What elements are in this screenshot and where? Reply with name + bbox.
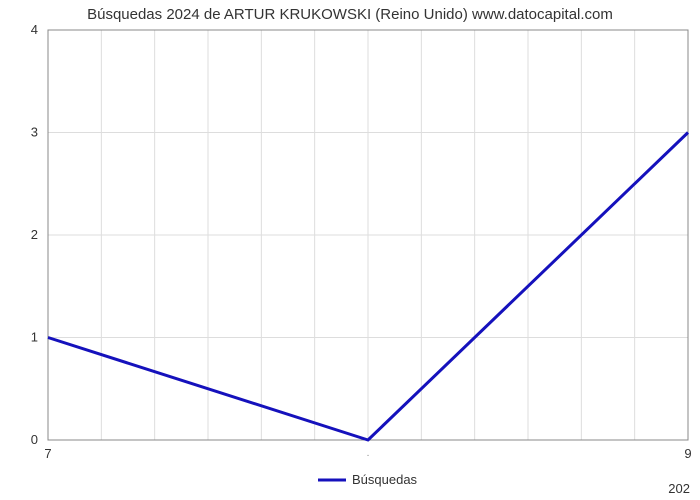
line-chart: 0 1 2 3 4 7 9. Búsquedas (0, 0, 700, 500)
x-tick-label: 9 (684, 446, 691, 461)
y-tick-label: 1 (31, 330, 38, 345)
x-tick-label: 7 (44, 446, 51, 461)
chart-container: Búsquedas 2024 de ARTUR KRUKOWSKI (Reino… (0, 0, 700, 500)
y-tick-label: 2 (31, 227, 38, 242)
x-minor-dot: . (367, 448, 370, 459)
y-tick-label: 0 (31, 432, 38, 447)
chart-footer-right: 202 (668, 481, 690, 496)
chart-title: Búsquedas 2024 de ARTUR KRUKOWSKI (Reino… (0, 6, 700, 23)
y-tick-label: 4 (31, 22, 38, 37)
y-tick-label: 3 (31, 125, 38, 140)
legend-label: Búsquedas (352, 472, 418, 487)
